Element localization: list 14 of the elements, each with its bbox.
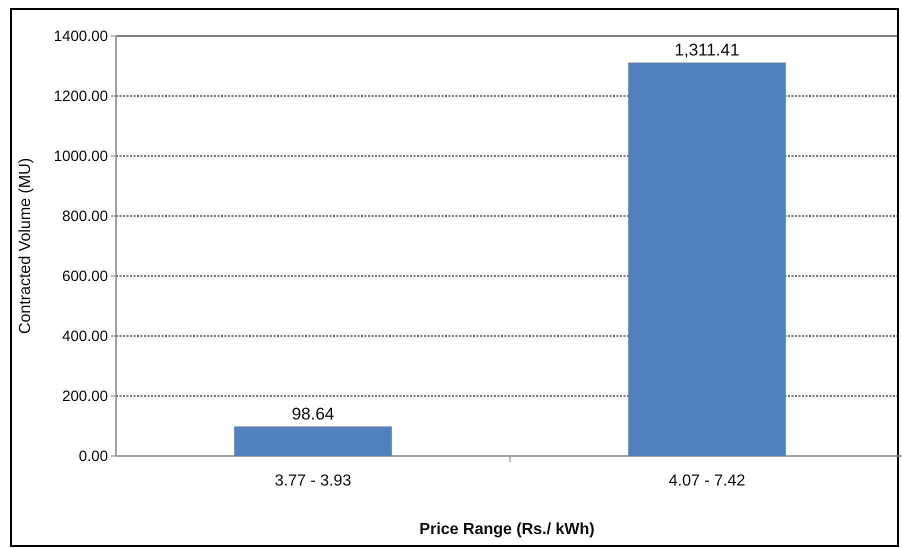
y-tick-label: 400.00 <box>62 328 108 345</box>
x-axis-title: Price Range (Rs./ kWh) <box>419 521 595 538</box>
data-label: 98.64 <box>292 404 334 424</box>
y-axis-title: Contracted Volume (MU) <box>17 158 34 334</box>
data-label: 1,311.41 <box>674 40 740 60</box>
y-tick-label: 800.00 <box>62 208 108 225</box>
y-tick-label: 200.00 <box>62 388 108 405</box>
y-tick-label: 1000.00 <box>54 148 108 165</box>
y-tick-label: 1200.00 <box>54 88 108 105</box>
y-tick-label: 600.00 <box>62 268 108 285</box>
y-tick-label: 1400.00 <box>54 28 108 45</box>
y-tick-label: 0.00 <box>78 448 108 465</box>
x-tick-label: 4.07 - 7.42 <box>668 472 746 490</box>
x-tick-label: 3.77 - 3.93 <box>274 472 352 490</box>
